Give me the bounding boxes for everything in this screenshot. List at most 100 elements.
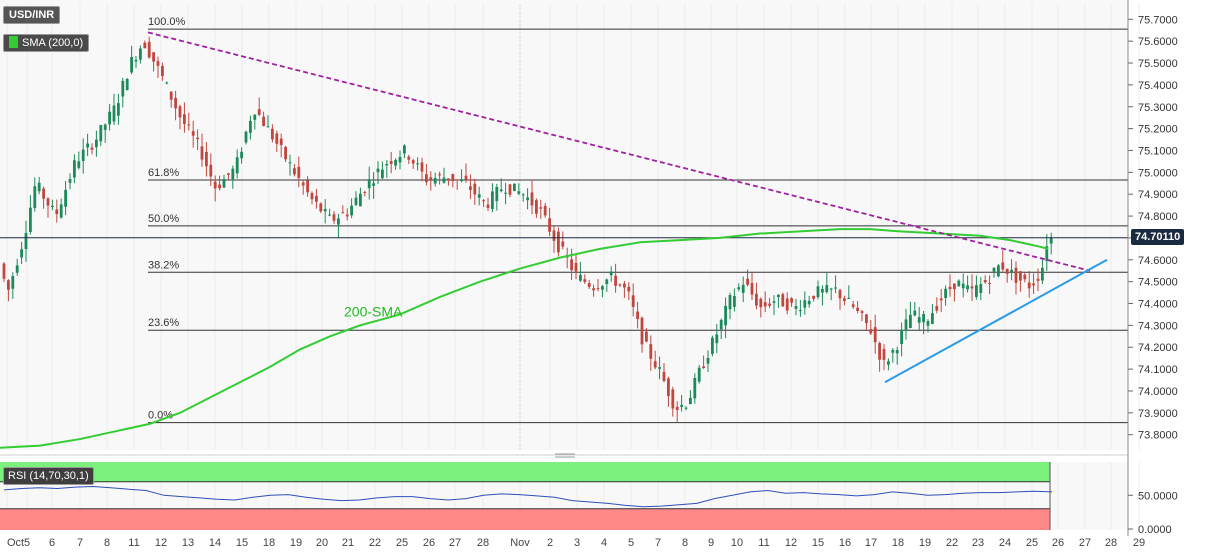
candle-body (675, 406, 679, 411)
resistance-trendline (147, 31, 1091, 272)
candle-body (354, 197, 358, 205)
rsi-oversold-zone (0, 508, 1050, 530)
candle-body (394, 159, 397, 166)
candle-body (913, 310, 917, 316)
candle-body (909, 314, 912, 329)
candle-body (1005, 268, 1009, 274)
candle-body (73, 160, 76, 178)
candle-body (64, 189, 67, 207)
candle-body (134, 59, 138, 62)
candle-body (271, 128, 274, 140)
candle-body (315, 195, 318, 202)
candle-body (222, 179, 226, 188)
candle-body (851, 304, 855, 307)
candle-body (235, 157, 239, 174)
candle-body (640, 317, 644, 345)
y-tick-label: 74.0000 (1138, 386, 1178, 398)
candle-body (737, 287, 741, 290)
candle-body (887, 361, 890, 365)
candle-body (218, 184, 221, 189)
candle-body (187, 124, 191, 126)
candle-body (504, 192, 507, 194)
rsi-tick-label: 0.0000 (1138, 524, 1172, 536)
candle-body (825, 285, 829, 293)
candle-body (728, 295, 732, 310)
y-tick-label: 75.2000 (1138, 124, 1178, 136)
x-tick-label: 7 (655, 537, 661, 549)
candle-body (803, 300, 807, 308)
candle-body (420, 162, 424, 172)
candle-body (583, 279, 587, 282)
candle-body (99, 125, 103, 142)
y-tick-label: 73.9000 (1138, 408, 1178, 420)
y-tick-label: 74.9000 (1138, 189, 1178, 201)
sma-color-swatch (9, 36, 18, 48)
candle-body (293, 168, 296, 175)
candle-body (442, 177, 446, 183)
candle-body (935, 306, 939, 311)
candle-body (262, 116, 265, 127)
candle-body (649, 344, 653, 359)
candle-body (68, 179, 72, 183)
sma-200-line (0, 228, 1049, 449)
indicator-legend[interactable]: SMA (200,0) (3, 34, 90, 52)
last-price-badge: 74.70110 (1131, 229, 1185, 245)
fib-level-label: 0.0% (148, 410, 173, 422)
candle-body (86, 143, 89, 148)
candle-body (284, 146, 287, 160)
y-tick-label: 75.5000 (1138, 58, 1178, 70)
candle-body (530, 192, 534, 206)
candle-body (944, 288, 947, 298)
candle-body (288, 162, 292, 164)
x-tick-label: 21 (342, 537, 354, 549)
candle-body (1019, 271, 1022, 281)
candle-body (209, 164, 213, 177)
candle-body (922, 314, 925, 323)
candle-body (425, 174, 428, 183)
candle-body (816, 286, 820, 298)
candle-body (433, 177, 437, 184)
candle-body (777, 294, 780, 298)
candle-body (966, 285, 969, 290)
candle-body (491, 191, 494, 210)
candle-body (1032, 283, 1035, 286)
candle-body (460, 179, 463, 182)
candle-body (486, 204, 490, 208)
x-tick-label: 11 (128, 537, 139, 549)
x-tick-label: 19 (290, 537, 302, 549)
candle-body (398, 157, 402, 163)
candle-body (42, 188, 45, 199)
x-tick-label: 16 (839, 537, 851, 549)
candle-body (178, 106, 182, 118)
candle-body (279, 138, 283, 146)
candle-body (794, 306, 798, 309)
candle-body (15, 265, 19, 273)
candle-body (733, 296, 736, 307)
candle-body (323, 208, 327, 212)
candle-body (957, 280, 961, 287)
candle-body (341, 212, 345, 214)
y-tick-label: 74.3000 (1138, 320, 1178, 332)
axis-area (1128, 0, 1207, 555)
candle-body (772, 301, 776, 303)
candle-body (812, 295, 815, 299)
candle-body (191, 131, 195, 136)
fib-level-label: 38.2% (148, 259, 179, 271)
candle-body (711, 337, 714, 354)
y-tick-label: 74.1000 (1138, 364, 1178, 376)
fib-level-label: 23.6% (148, 317, 179, 329)
candle-body (200, 146, 204, 160)
candle-body (451, 174, 455, 181)
candle-body (781, 294, 785, 307)
candle-body (724, 305, 727, 326)
rsi-label[interactable]: RSI (14,70,30,1) (3, 467, 94, 485)
x-tick-label: 20 (316, 537, 328, 549)
candle-body (372, 183, 375, 186)
candle-body (693, 377, 697, 399)
y-tick-label: 73.8000 (1138, 430, 1178, 442)
candle-body (939, 298, 943, 301)
candle-body (37, 182, 41, 192)
candle-body (306, 180, 309, 193)
x-tick-label: 17 (865, 537, 877, 549)
candle-body (543, 205, 547, 216)
